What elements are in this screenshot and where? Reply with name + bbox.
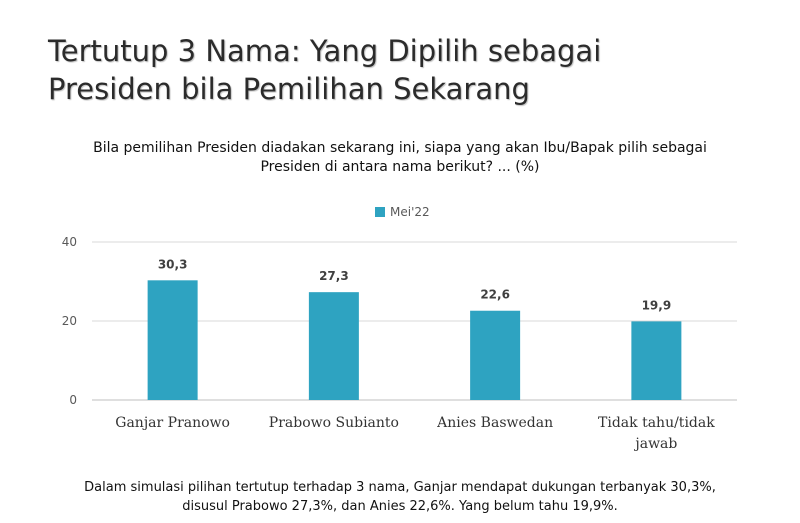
data-label: 27,3: [319, 269, 349, 283]
legend-swatch: [375, 207, 385, 217]
bar: [308, 292, 359, 400]
y-tick-label: 40: [62, 235, 77, 249]
chart-question: Bila pemilihan Presiden diadakan sekaran…: [93, 140, 707, 175]
page-title: Tertutup 3 Nama: Yang Dipilih sebagai Pr…: [48, 34, 602, 106]
category-label: Ganjar Pranowo: [115, 415, 230, 431]
bar: [631, 321, 682, 400]
y-tick-label: 20: [62, 314, 77, 328]
data-label: 30,3: [158, 257, 188, 271]
category-label: Anies Baswedan: [436, 415, 553, 431]
chart-caption: Dalam simulasi pilihan tertutup terhadap…: [84, 480, 716, 514]
bar-chart: 0 20 40 Mei'22 30,3 Ganjar Pranowo 27,3 Prabowo…: [62, 205, 737, 452]
y-tick-label: 0: [69, 393, 77, 407]
data-label: 22,6: [480, 288, 510, 302]
category-label: Tidak tahu/tidak jawab: [598, 415, 715, 452]
data-label: 19,9: [642, 298, 672, 312]
legend-label: Mei'22: [390, 205, 430, 219]
bar: [147, 280, 198, 400]
bar: [470, 310, 521, 400]
category-label: Prabowo Subianto: [269, 415, 399, 431]
